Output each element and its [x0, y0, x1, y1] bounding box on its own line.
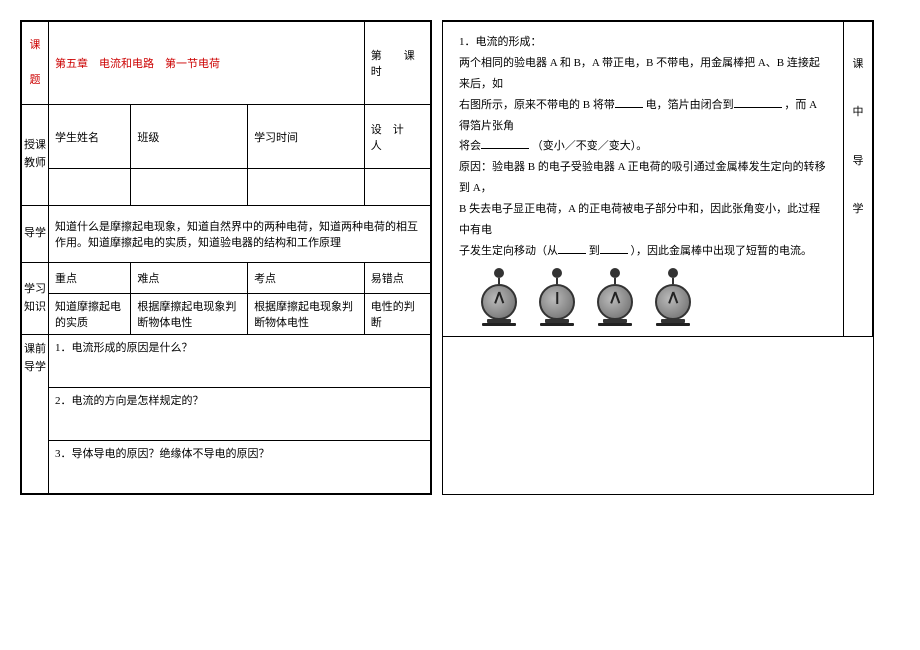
r-line2e-row: 将会 （变小／不变／变大）。 — [459, 136, 827, 157]
right-vlabel-text: 课 中 导 学 — [853, 58, 864, 215]
electroscope-icon — [653, 268, 693, 326]
right-vlabel: 课 中 导 学 — [844, 22, 873, 337]
designer-value[interactable] — [364, 169, 430, 206]
teacher-text: 授课教师 — [24, 139, 46, 169]
question-2: 2．电流的方向是怎样规定的？ — [49, 388, 431, 441]
label-daoXue: 导学 — [22, 206, 49, 263]
r-l5b: 到 — [589, 245, 600, 257]
class-value[interactable] — [131, 169, 248, 206]
r-l2f: （变小／不变／变大）。 — [532, 140, 648, 152]
pts2-c1: 知道摩擦起电的实质 — [49, 294, 131, 335]
left-table: 课 题 第五章 电流和电路 第一节电荷 第 课时 授课教师 学生姓名 班级 学习… — [21, 21, 431, 494]
chapter-title: 第五章 电流和电路 第一节电荷 — [49, 22, 365, 105]
left-page: 课 题 第五章 电流和电路 第一节电荷 第 课时 授课教师 学生姓名 班级 学习… — [20, 20, 432, 495]
label-keti: 课 题 — [22, 22, 49, 105]
right-page: 1．电流的形成： 两个相同的验电器 A 和 B，A 带正电，B 不带电，用金属棒… — [442, 20, 874, 495]
student-name-value[interactable] — [49, 169, 131, 206]
pts2-c4: 电性的判断 — [364, 294, 430, 335]
r-l2b: 右图所示，原来不带电的 B 将带 — [459, 99, 615, 111]
electroscope-icon — [537, 268, 577, 326]
xuexi-text: 学习知识 — [24, 283, 46, 313]
keqian-text: 课前导学 — [24, 343, 46, 373]
r-l5c: ），因此金属棒中出现了短暂的电流。 — [631, 245, 813, 257]
question-1: 1．电流形成的原因是什么？ — [49, 335, 431, 388]
r-line1: 1．电流的形成： — [459, 32, 827, 53]
daoxue-text: 导学 — [24, 227, 46, 239]
r-l2c: 电，箔片由闭合到 — [646, 99, 734, 111]
blank-4[interactable] — [558, 241, 586, 254]
blank-1[interactable] — [615, 95, 643, 108]
r-line2-blanks: 右图所示，原来不带电的 B 将带 电，箔片由闭合到 ，而 A 得箔片张角 — [459, 95, 827, 137]
blank-5[interactable] — [600, 241, 628, 254]
period: 第 课时 — [364, 22, 430, 105]
student-name-label: 学生姓名 — [49, 105, 131, 169]
r-line5-row: 子发生定向移动（从 到 ），因此金属棒中出现了短暂的电流。 — [459, 241, 827, 262]
blank-3[interactable] — [481, 136, 529, 149]
right-content: 1．电流的形成： 两个相同的验电器 A 和 B，A 带正电，B 不带电，用金属棒… — [449, 26, 837, 332]
r-line4: B 失去电子显正电荷，A 的正电荷被电子部分中和，因此张角变小，此过程中有电 — [459, 199, 827, 241]
designer-label: 设 计 人 — [364, 105, 430, 169]
r-line3: 原因：验电器 B 的电子受验电器 A 正电荷的吸引通过金属棒发生定向的转移到 A… — [459, 157, 827, 199]
objective: 知道什么是摩擦起电现象，知道自然界中的两种电荷，知道两种电荷的相互作用。知道摩擦… — [49, 206, 431, 263]
electroscope-icon — [595, 268, 635, 326]
electroscope-figures — [459, 268, 827, 326]
class-label: 班级 — [131, 105, 248, 169]
r-line2a: 两个相同的验电器 A 和 B，A 带正电，B 不带电，用金属棒把 A、B 连接起… — [459, 53, 827, 95]
right-table: 1．电流的形成： 两个相同的验电器 A 和 B，A 带正电，B 不带电，用金属棒… — [443, 21, 873, 337]
label-teacher: 授课教师 — [22, 105, 49, 206]
keti-text: 课 题 — [30, 39, 41, 86]
label-xuexi: 学习知识 — [22, 263, 49, 335]
r-l5a: 子发生定向移动（从 — [459, 245, 558, 257]
pts2-c3: 根据摩擦起电现象判断物体电性 — [248, 294, 365, 335]
r-l2e: 将会 — [459, 140, 481, 152]
pts2-c2: 根据摩擦起电现象判断物体电性 — [131, 294, 248, 335]
study-time-value[interactable] — [248, 169, 365, 206]
question-3: 3．导体导电的原因？绝缘体不导电的原因？ — [49, 441, 431, 494]
study-time-label: 学习时间 — [248, 105, 365, 169]
pts-nandian: 难点 — [131, 263, 248, 294]
blank-2[interactable] — [734, 95, 782, 108]
pts-zhongdian: 重点 — [49, 263, 131, 294]
label-keqian: 课前导学 — [22, 335, 49, 494]
pts-kaodian: 考点 — [248, 263, 365, 294]
electroscope-icon — [479, 268, 519, 326]
pts-yicuo: 易错点 — [364, 263, 430, 294]
